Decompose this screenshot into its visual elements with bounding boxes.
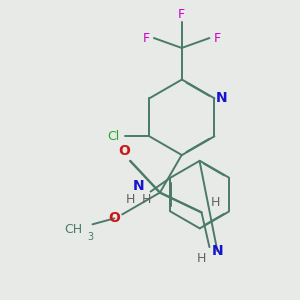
Text: H: H xyxy=(211,196,220,209)
Text: O: O xyxy=(108,212,120,225)
Text: F: F xyxy=(214,32,221,44)
Text: N: N xyxy=(133,179,145,193)
Text: Cl: Cl xyxy=(107,130,120,142)
Text: N: N xyxy=(212,244,223,258)
Text: O: O xyxy=(118,144,130,158)
Text: 3: 3 xyxy=(88,232,94,242)
Text: CH: CH xyxy=(64,223,82,236)
Text: H: H xyxy=(197,253,206,266)
Text: N: N xyxy=(215,92,227,106)
Text: H: H xyxy=(126,193,135,206)
Text: H: H xyxy=(142,193,151,206)
Text: F: F xyxy=(142,32,150,44)
Text: F: F xyxy=(178,8,185,21)
